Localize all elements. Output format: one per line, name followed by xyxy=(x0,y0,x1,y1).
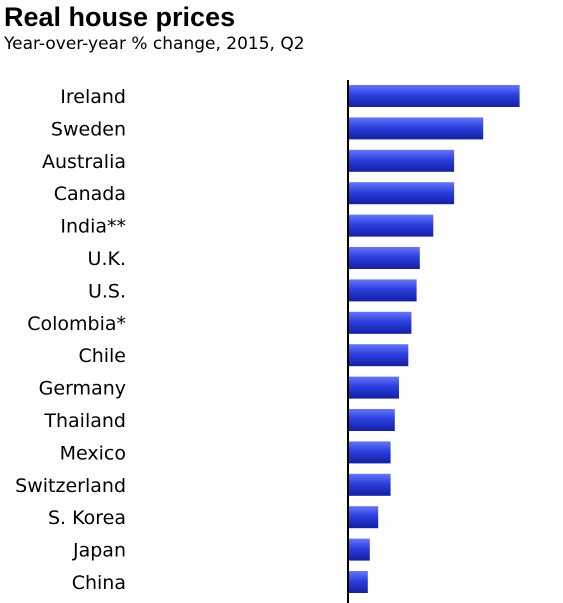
bar-0 xyxy=(348,85,520,107)
bar-10 xyxy=(348,409,395,431)
category-label-8: Chile xyxy=(78,345,126,367)
bar-1 xyxy=(348,117,484,140)
bar-2 xyxy=(348,149,455,172)
category-label-12: Switzerland xyxy=(15,475,126,497)
category-labels: Ireland Sweden Australia Canada India** U.K. U… xyxy=(15,86,126,594)
bar-6 xyxy=(348,279,417,302)
bar-9 xyxy=(348,376,399,399)
bar-4 xyxy=(348,214,434,237)
category-label-11: Mexico xyxy=(60,442,126,464)
category-label-5: U.K. xyxy=(88,248,126,270)
bar-8 xyxy=(348,344,409,367)
category-label-14: Japan xyxy=(72,540,126,562)
category-label-15: China xyxy=(72,572,126,594)
bars-group xyxy=(348,85,520,593)
category-label-7: Colombia* xyxy=(27,313,126,335)
bar-14 xyxy=(348,538,370,561)
bar-7 xyxy=(348,311,412,334)
category-label-0: Ireland xyxy=(60,86,126,108)
category-label-13: S. Korea xyxy=(48,507,126,529)
category-label-10: Thailand xyxy=(43,410,126,432)
category-label-1: Sweden xyxy=(51,118,126,140)
bar-15 xyxy=(348,571,368,593)
chart-title: Real house prices xyxy=(4,2,236,32)
category-label-4: India** xyxy=(60,216,126,238)
category-label-3: Canada xyxy=(54,183,126,205)
category-label-6: U.S. xyxy=(88,280,126,302)
bar-13 xyxy=(348,506,379,529)
category-label-9: Germany xyxy=(39,378,126,400)
bar-11 xyxy=(348,441,391,464)
bar-5 xyxy=(348,247,420,269)
bar-12 xyxy=(348,473,391,496)
chart-subtitle: Year-over-year % change, 2015, Q2 xyxy=(4,34,305,54)
bar-3 xyxy=(348,182,455,205)
category-label-2: Australia xyxy=(42,151,126,173)
